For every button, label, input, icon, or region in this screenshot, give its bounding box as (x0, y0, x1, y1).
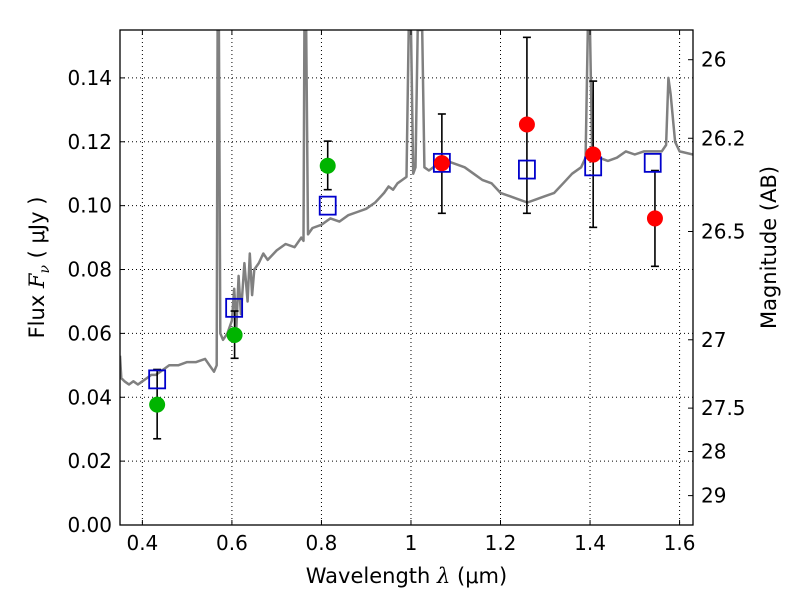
model-square-marker (318, 195, 337, 216)
y-axis-title-unit: ( μJy ) (25, 197, 49, 265)
y2-tick-label: 27.5 (701, 396, 746, 420)
x-tick-label: 0.6 (216, 531, 248, 555)
model-square-marker (432, 152, 451, 173)
y2-tick-label: 26.2 (701, 126, 746, 150)
y2-tick-label: 26 (701, 48, 726, 72)
green-circle-marker (149, 396, 166, 413)
x-tick-label: 1 (405, 531, 418, 555)
y-tick-label: 0.06 (67, 321, 112, 345)
y-tick-label: 0.04 (67, 385, 112, 409)
y-axis-title-subscript: ν (37, 265, 53, 274)
spectrum-line (120, 30, 693, 386)
model-square-marker (225, 297, 244, 318)
y-tick-label: 0.08 (67, 258, 112, 282)
y2-tick-label: 27 (701, 328, 726, 352)
y-tick-label: 0.14 (67, 66, 112, 90)
y-axis-title: Flux Fν ( μJy ) (25, 197, 53, 339)
green-circle-marker (226, 326, 243, 343)
y-tick-label: 0.00 (67, 513, 112, 537)
y2-axis-title: Magnitude (AB) (757, 166, 781, 329)
x-tick-label: 1.6 (664, 531, 696, 555)
x-tick-label: 1.2 (485, 531, 517, 555)
x-axis-title: Wavelength λ (μm) (306, 564, 507, 588)
y2-tick-label: 26.5 (701, 220, 746, 244)
red-circle-marker (433, 155, 450, 172)
data-layer (120, 30, 693, 440)
plot-frame (119, 29, 694, 526)
x-tick-label: 1.4 (574, 531, 606, 555)
red-circle-marker (646, 210, 663, 227)
y-axis-title-symbol: F (25, 272, 49, 289)
y2-tick-label: 29 (701, 484, 726, 508)
y2-tick-label: 28 (701, 440, 726, 464)
x-axis-title-unit: (μm) (450, 564, 507, 588)
y-tick-label: 0.12 (67, 130, 112, 154)
y-tick-label: 0.10 (67, 194, 112, 218)
x-axis-title-prefix: Wavelength (306, 564, 437, 588)
model-square-marker (643, 152, 662, 173)
tick-layer: 0.4 0.6 0.8 1 1.2 1.4 1.6 0.00 0.02 0.04 0.06 0.08 0… (67, 30, 746, 555)
red-circle-marker (585, 146, 602, 163)
x-tick-label: 0.4 (126, 531, 158, 555)
x-axis-title-symbol: λ (436, 564, 450, 588)
x-tick-label: 0.8 (306, 531, 338, 555)
y-tick-label: 0.02 (67, 449, 112, 473)
red-circle-marker (518, 116, 535, 133)
grid-layer (120, 30, 693, 526)
model-square-marker (518, 159, 536, 180)
y-axis-title-prefix: Flux (25, 288, 49, 338)
green-circle-marker (319, 157, 336, 174)
model-square-marker (148, 369, 167, 390)
